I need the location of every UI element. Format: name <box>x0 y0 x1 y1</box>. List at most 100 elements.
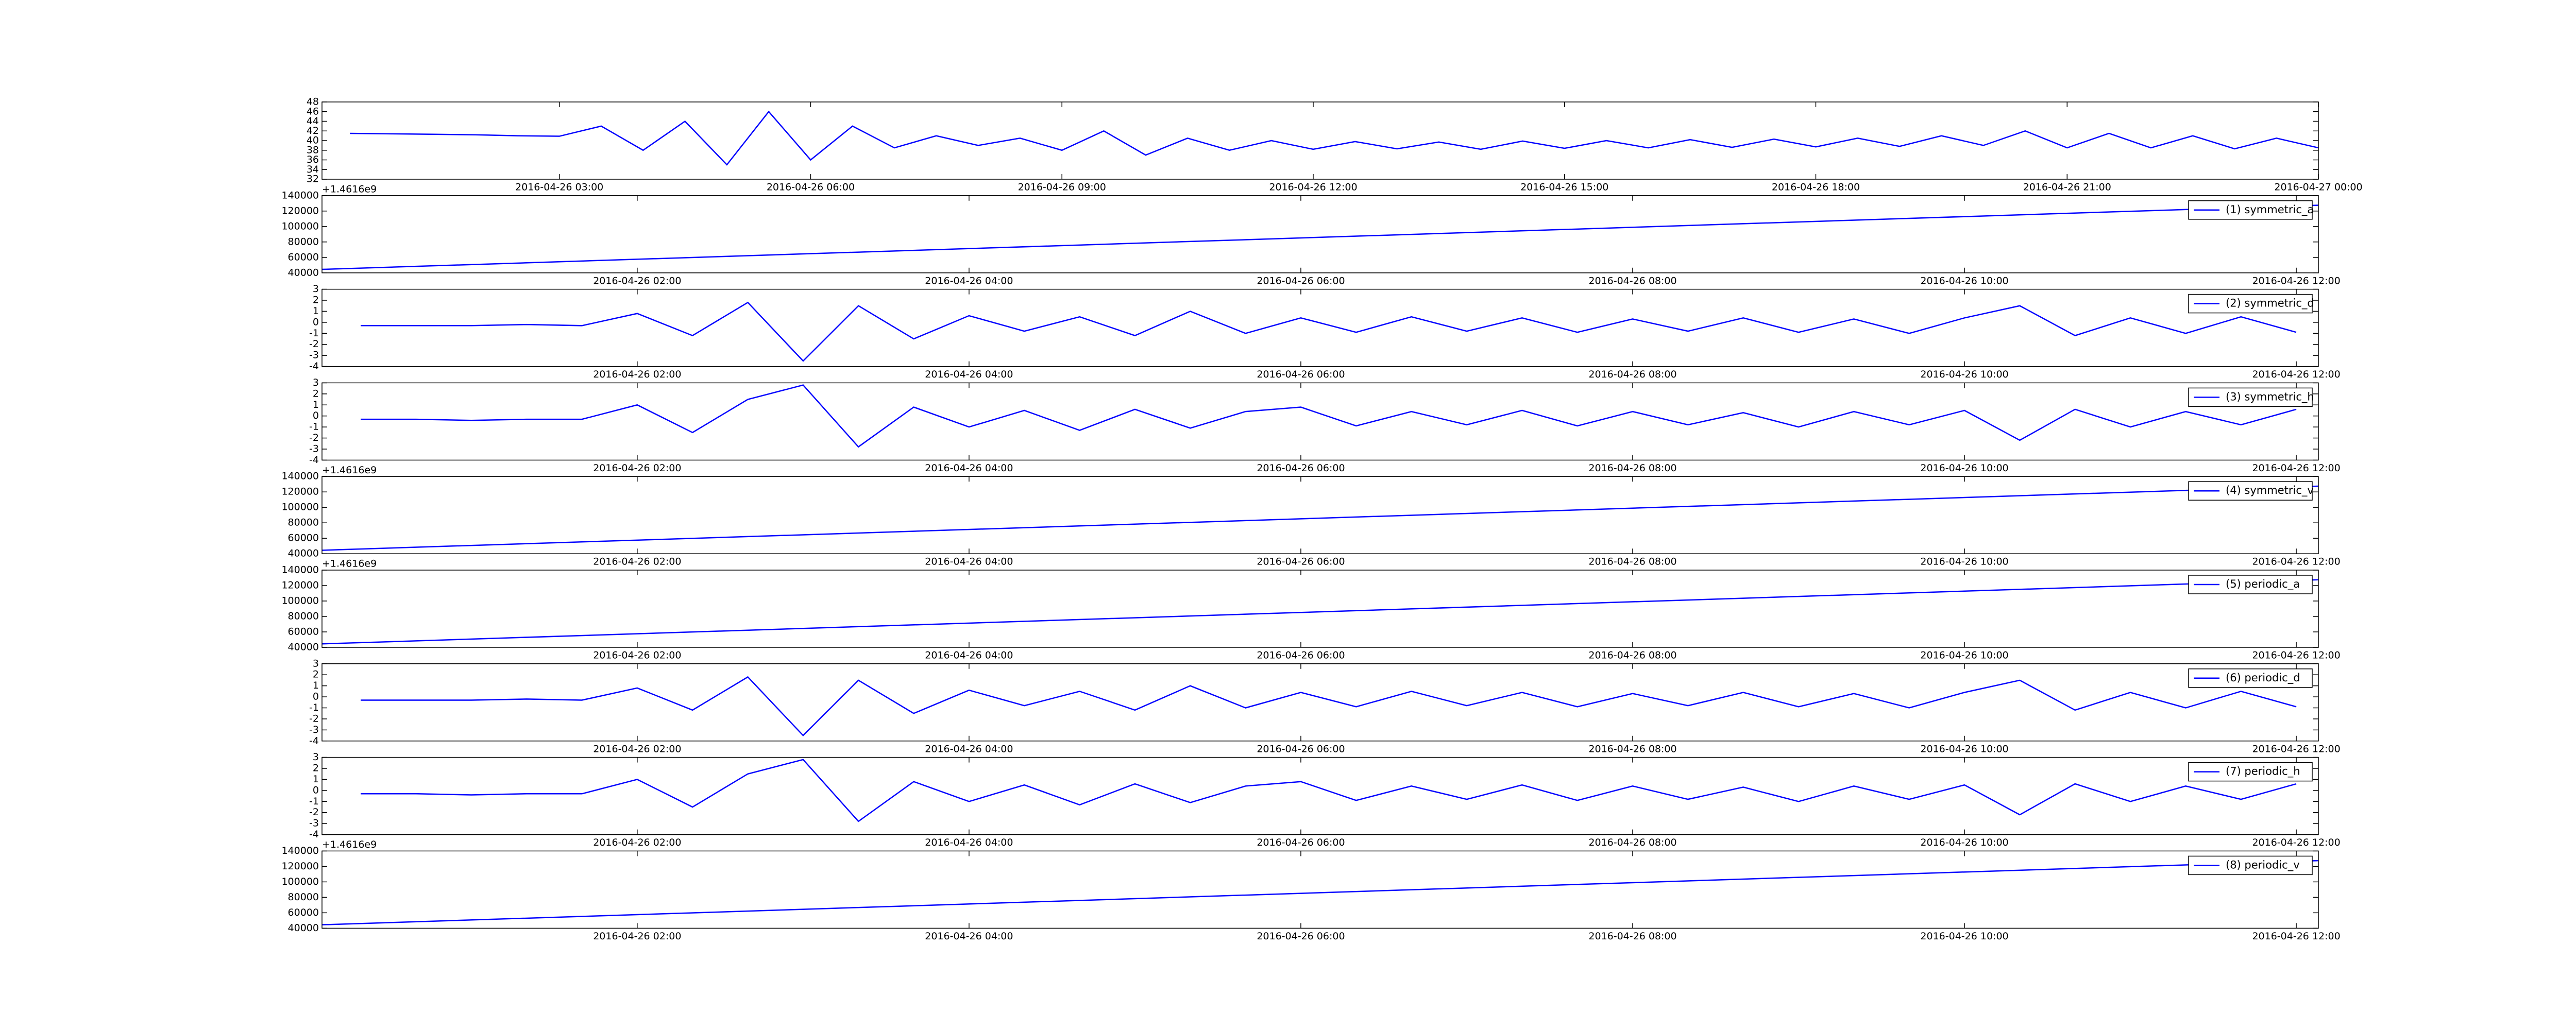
legend-label: (5) periodic_a <box>2226 578 2300 591</box>
legend-label: (7) periodic_h <box>2226 765 2300 778</box>
y-tick-label: 140000 <box>281 845 319 856</box>
x-tick-label: 2016-04-26 10:00 <box>1920 369 2008 380</box>
x-tick-label: 2016-04-26 09:00 <box>1018 182 1106 193</box>
x-tick-label: 2016-04-26 06:00 <box>1257 837 1345 848</box>
y-tick-label: 1 <box>313 680 319 691</box>
x-tick-label: 2016-04-26 06:00 <box>1257 462 1345 474</box>
x-tick-label: 2016-04-26 02:00 <box>593 650 681 661</box>
x-tick-label: 2016-04-26 12:00 <box>2252 462 2340 474</box>
legend-label: (8) periodic_v <box>2226 859 2300 871</box>
y-tick-label: 40000 <box>288 642 319 653</box>
y-tick-label: -2 <box>309 713 319 724</box>
x-tick-label: 2016-04-26 06:00 <box>1257 275 1345 286</box>
y-tick-label: 0 <box>313 691 319 702</box>
data-line <box>322 485 2318 551</box>
y-tick-label: 1 <box>313 399 319 410</box>
y-tick-label: -1 <box>309 796 319 807</box>
plot-area <box>361 384 2297 448</box>
x-tick-label: 2016-04-26 06:00 <box>1257 556 1345 568</box>
x-tick-label: 2016-04-26 12:00 <box>2252 369 2340 380</box>
y-tick-label: 3 <box>313 751 319 763</box>
x-tick-label: 2016-04-26 12:00 <box>2252 556 2340 568</box>
y-tick-label: -4 <box>309 829 319 840</box>
y-tick-label: 3 <box>313 377 319 388</box>
x-tick-label: 2016-04-26 04:00 <box>925 556 1013 568</box>
data-line <box>361 301 2297 362</box>
y-tick-label: 60000 <box>288 533 319 544</box>
y-tick-label: -2 <box>309 432 319 443</box>
y-tick-label: 60000 <box>288 907 319 918</box>
subplot: 40000 60000 80000 100000 120000 140000 2016-04… <box>281 190 2340 286</box>
x-tick-label: 2016-04-26 04:00 <box>925 743 1013 754</box>
data-line <box>361 676 2297 736</box>
x-tick-label: 2016-04-26 10:00 <box>1920 931 2008 942</box>
data-line <box>350 110 2318 166</box>
x-tick-label: 2016-04-26 03:00 <box>515 182 603 193</box>
y-tick-label: 34 <box>307 164 319 175</box>
x-tick-label: 2016-04-26 08:00 <box>1588 837 1676 848</box>
y-tick-label: 120000 <box>281 861 319 872</box>
data-line <box>322 860 2318 925</box>
axes-frame <box>321 663 2319 742</box>
y-tick-label: 100000 <box>281 595 319 607</box>
data-line <box>322 204 2318 270</box>
offset-label: +1.4616e9 <box>322 184 377 195</box>
subplot: 40000 60000 80000 100000 120000 140000 2016-04… <box>281 471 2340 570</box>
offset-label: +1.4616e9 <box>322 558 377 570</box>
x-tick-label: 2016-04-26 15:00 <box>1520 182 1608 193</box>
x-tick-label: 2016-04-26 08:00 <box>1588 743 1676 754</box>
x-tick-label: 2016-04-26 04:00 <box>925 931 1013 942</box>
legend-label: (6) periodic_d <box>2226 672 2300 684</box>
y-tick-label: 120000 <box>281 486 319 497</box>
subplot: 40000 60000 80000 100000 120000 140000 2016-04… <box>281 845 2340 942</box>
y-tick-label: -4 <box>309 454 319 466</box>
y-tick-label: -1 <box>309 702 319 713</box>
x-tick-label: 2016-04-26 12:00 <box>2252 931 2340 942</box>
x-tick-label: 2016-04-26 10:00 <box>1920 837 2008 848</box>
y-tick-label: 120000 <box>281 580 319 591</box>
x-tick-label: 2016-04-26 10:00 <box>1920 743 2008 754</box>
x-tick-label: 2016-04-26 06:00 <box>1257 931 1345 942</box>
legend-label: (1) symmetric_a <box>2226 203 2314 216</box>
x-tick-label: 2016-04-26 10:00 <box>1920 275 2008 286</box>
y-tick-label: 1 <box>313 305 319 317</box>
y-tick-label: 140000 <box>281 190 319 201</box>
y-tick-label: 42 <box>307 125 319 136</box>
x-tick-label: 2016-04-26 04:00 <box>925 837 1013 848</box>
plot-area <box>322 485 2318 551</box>
plot-area <box>322 204 2318 270</box>
x-tick-label: 2016-04-26 02:00 <box>593 275 681 286</box>
y-tick-label: 100000 <box>281 876 319 887</box>
axes-frame <box>321 382 2319 461</box>
x-tick-label: 2016-04-26 04:00 <box>925 369 1013 380</box>
y-tick-label: 2 <box>313 763 319 774</box>
x-tick-label: 2016-04-26 06:00 <box>767 182 855 193</box>
y-tick-label: 140000 <box>281 564 319 576</box>
x-tick-label: 2016-04-26 02:00 <box>593 837 681 848</box>
y-tick-label: 80000 <box>288 611 319 622</box>
y-tick-label: 40000 <box>288 548 319 559</box>
axes-frame <box>321 195 2319 273</box>
y-tick-label: -1 <box>309 328 319 339</box>
legend-label: (4) symmetric_v <box>2226 484 2314 497</box>
y-tick-label: 80000 <box>288 891 319 903</box>
x-tick-label: 2016-04-26 08:00 <box>1588 650 1676 661</box>
plot-area <box>322 860 2318 925</box>
y-tick-label: -2 <box>309 806 319 818</box>
x-tick-label: 2016-04-26 02:00 <box>593 556 681 568</box>
y-tick-label: -2 <box>309 338 319 350</box>
y-tick-label: 140000 <box>281 471 319 482</box>
y-tick-label: -1 <box>309 421 319 433</box>
axes-frame <box>321 757 2319 835</box>
x-tick-label: 2016-04-26 06:00 <box>1257 743 1345 754</box>
x-tick-label: 2016-04-26 02:00 <box>593 743 681 754</box>
x-tick-label: 2016-04-26 06:00 <box>1257 650 1345 661</box>
plot-area <box>350 110 2318 166</box>
x-tick-label: 2016-04-26 10:00 <box>1920 556 2008 568</box>
y-tick-label: -3 <box>309 724 319 735</box>
